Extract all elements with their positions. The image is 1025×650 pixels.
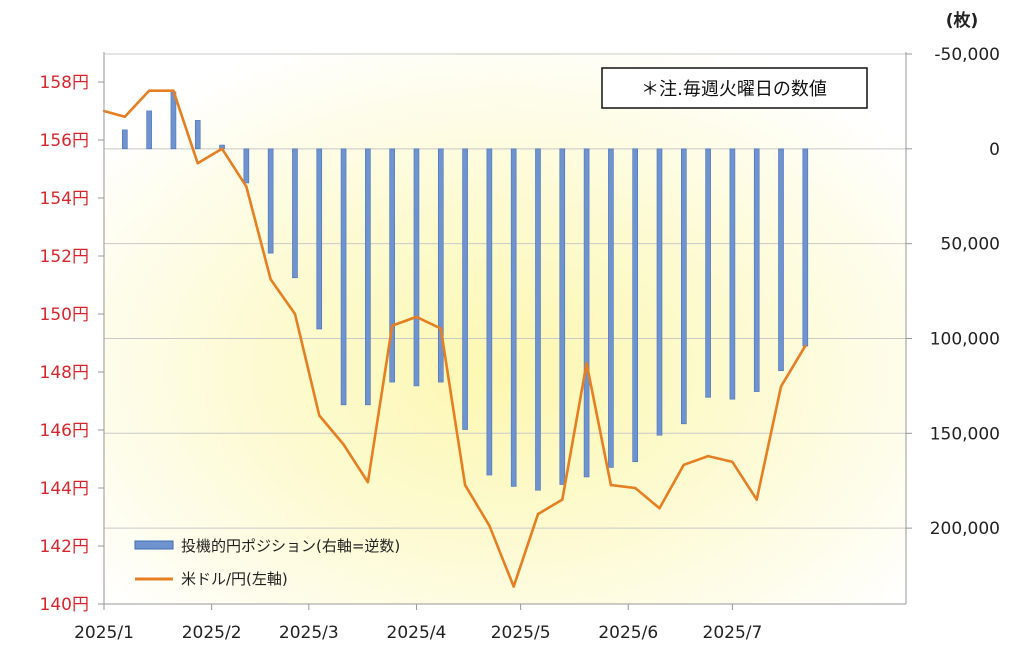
usdjpy-point [342,443,345,446]
left-tick-label: 158円 [40,73,89,93]
usdjpy-point [609,483,613,487]
position-bar [632,148,638,463]
usdjpy-point [123,115,127,119]
position-bar [583,148,590,478]
position-bar [292,148,298,279]
right-tick-label: 50,000 [941,235,1000,255]
position-bar [170,91,177,150]
position-bar [462,148,468,430]
left-tick-label: 148円 [40,363,89,383]
position-bar [486,148,493,476]
usdjpy-point [147,89,151,92]
position-bar [778,148,784,372]
position-bar [122,129,128,150]
left-tick-label: 144円 [40,479,89,499]
position-bar [681,148,687,425]
position-bar [194,120,201,150]
usdjpy-point [731,460,734,464]
position-bar [705,148,711,398]
position-bar [146,110,152,150]
left-tick-label: 154円 [40,189,89,209]
left-tick-label: 150円 [40,305,89,325]
left-tick-label: 140円 [40,595,89,615]
legend-item-bar: 投機的円ポジション(右軸=逆数) [134,537,400,555]
bar-series [122,91,809,491]
usdjpy-point [512,585,515,588]
usdjpy-line [103,89,807,588]
usdjpy-point [779,385,783,388]
x-tick-label: 2025/3 [279,623,339,643]
x-tick-label: 2025/1 [74,623,134,643]
position-bar [510,148,517,487]
x-tick-label: 2025/7 [703,623,763,643]
line-series [102,89,807,588]
legend-item-line: 米ドル/円(左軸) [135,570,288,588]
left-axis-ticks: 140円 142円 144円 146円 148円 150円 152円 154円 156円 158円 [40,73,104,615]
position-bar [802,148,809,347]
position-bar [413,148,420,387]
usdjpy-point [755,498,758,501]
right-tick-label: -50,000 [934,45,1000,65]
legend-swatch-bar [134,540,174,550]
usdjpy-point [245,185,248,188]
left-tick-label: 142円 [40,537,89,557]
usdjpy-point [463,483,467,487]
note-box: ＊注.毎週火曜日の数値 [601,67,868,109]
usdjpy-point [390,324,394,327]
position-bar [753,148,760,392]
position-bar [267,148,274,254]
legend-label-bar: 投機的円ポジション(右軸=逆数) [181,537,400,555]
position-bar [535,148,541,491]
usdjpy-point [561,498,564,501]
position-bar [656,148,663,436]
position-bar [559,148,566,485]
usdjpy-point [488,524,491,527]
legend-label-line: 米ドル/円(左軸) [181,570,288,588]
left-tick-label: 156円 [40,131,89,151]
right-axis-unit: (枚) [946,10,979,31]
usdjpy-point [633,486,637,490]
position-bar [437,148,444,383]
right-tick-label: 150,000 [930,424,1000,444]
usdjpy-point [269,278,272,281]
x-axis-ticks: 2025/1 2025/2 2025/3 2025/4 2025/5 2025/6 2025… [74,604,762,643]
x-tick-label: 2025/5 [491,623,551,643]
usdjpy-point [220,147,224,150]
usdjpy-point [293,312,297,316]
grid-lines [104,53,906,529]
usdjpy-point [366,481,370,484]
position-bar [243,148,250,184]
usdjpy-point [804,344,807,348]
x-tick-label: 2025/2 [182,623,242,643]
position-bar [729,148,736,400]
position-bar [389,148,395,383]
usdjpy-point [415,315,418,319]
usdjpy-point [682,463,686,466]
usdjpy-point [658,507,661,510]
right-tick-label: 0 [989,140,1000,160]
left-tick-label: 152円 [40,247,89,267]
position-bar [340,148,347,406]
usdjpy-point [318,414,321,417]
usdjpy-point [172,89,175,92]
position-bar [608,148,614,468]
axes [103,52,907,605]
position-bar [316,148,323,330]
note-text: ＊注.毎週火曜日の数値 [641,79,827,100]
x-tick-label: 2025/4 [387,623,447,643]
usdjpy-point [196,162,199,165]
right-tick-label: 100,000 [930,329,1000,349]
right-axis-ticks: -50,000 0 50,000 100,000 150,000 200,000 [906,45,1000,539]
plot-background [104,52,906,604]
usdjpy-point [536,512,540,516]
left-tick-label: 146円 [40,421,89,441]
usdjpy-point [439,327,442,330]
legend: 投機的円ポジション(右軸=逆数) 米ドル/円(左軸) [134,537,400,588]
usdjpy-point [706,454,710,458]
usdjpy-point [585,362,588,365]
right-tick-label: 200,000 [930,519,1000,539]
x-tick-label: 2025/6 [598,623,658,643]
position-bar [365,148,371,406]
